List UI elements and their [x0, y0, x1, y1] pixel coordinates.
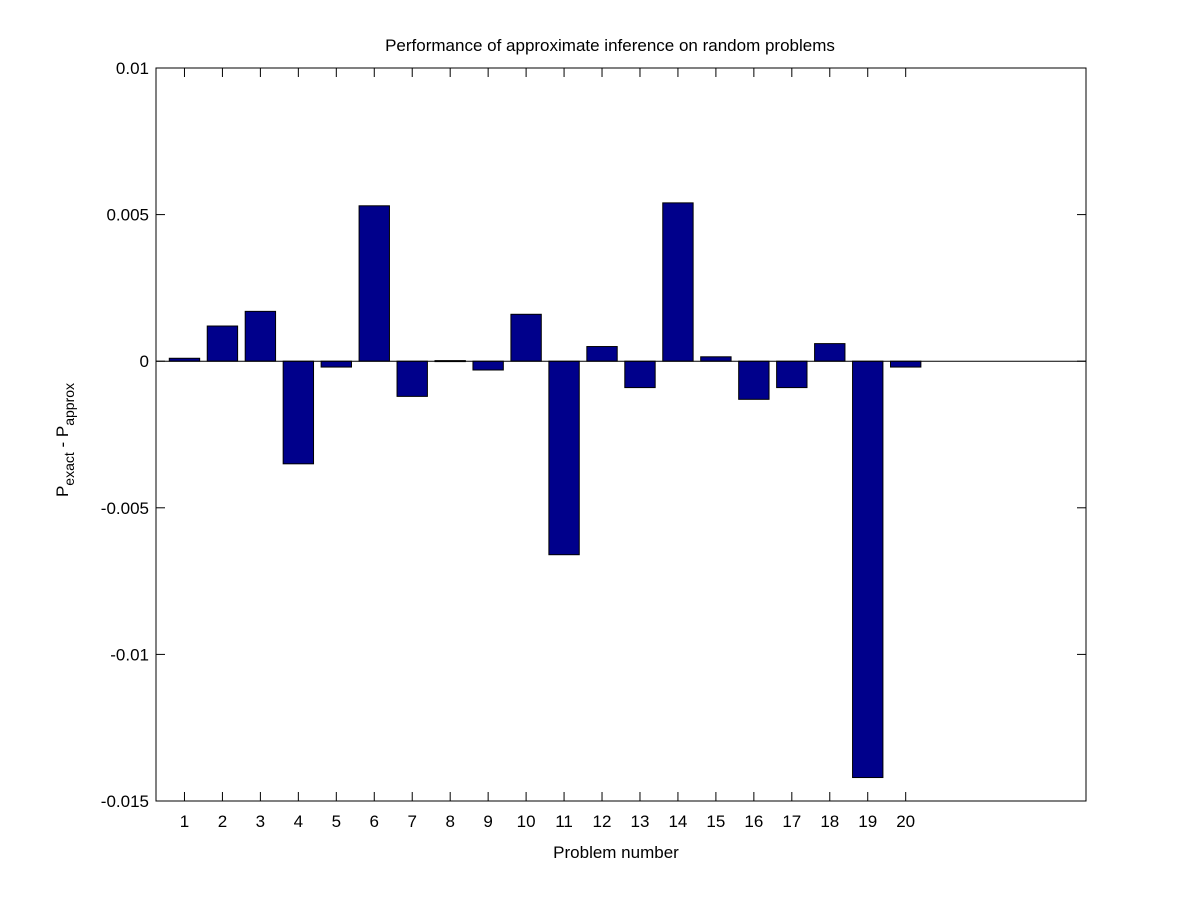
x-tick-label-2: 2: [218, 812, 227, 831]
plot-frame: [155, 67, 1087, 802]
axis-ticks: [156, 67, 1086, 802]
x-axis-label: Problem number: [553, 843, 679, 862]
bar-problem-9: [472, 360, 504, 371]
y-tick-labels: -0.015 -0.01 -0.005 0 0.005 0.01: [101, 59, 149, 811]
x-tick-label-14: 14: [668, 812, 687, 831]
x-tick-label-16: 16: [744, 812, 763, 831]
bar-problem-4: [282, 360, 315, 465]
x-tick-label-7: 7: [407, 812, 416, 831]
bar-problem-20: [890, 360, 922, 368]
y-label-sub-exact: exact: [61, 452, 77, 486]
bar-problem-11: [548, 360, 580, 556]
bar-problem-19: [852, 360, 884, 779]
x-tick-labels: 1 2 3 4 5 6 7 8 9 10 11 12 13 14 15 16 17 18 19 20: [180, 812, 915, 831]
bar-problem-12: [586, 346, 618, 362]
y-tick-label: -0.01: [110, 645, 149, 664]
x-tick-label-19: 19: [858, 812, 877, 831]
x-tick-label-10: 10: [517, 812, 536, 831]
bar-problem-5: [320, 360, 352, 368]
y-tick-label: 0: [140, 352, 149, 371]
y-tick-label: 0.01: [116, 59, 149, 78]
y-tick-label: -0.005: [101, 499, 149, 518]
y-tick-label: -0.015: [101, 792, 149, 811]
x-tick-label-8: 8: [445, 812, 454, 831]
x-tick-label-13: 13: [631, 812, 650, 831]
bar-problem-2: [206, 325, 239, 362]
x-tick-label-3: 3: [256, 812, 265, 831]
x-tick-label-4: 4: [294, 812, 303, 831]
x-tick-label-5: 5: [332, 812, 341, 831]
x-tick-label-6: 6: [370, 812, 379, 831]
chart-title: Performance of approximate inference on …: [385, 36, 835, 55]
y-label-p1: P: [53, 486, 72, 497]
bar-problem-14: [662, 202, 694, 362]
y-axis-label: Pexact - Papprox: [53, 383, 77, 497]
bar-problem-17: [776, 360, 808, 389]
y-label-sub-approx: approx: [61, 383, 77, 426]
x-tick-label-9: 9: [483, 812, 492, 831]
x-tick-label-1: 1: [180, 812, 189, 831]
x-tick-label-18: 18: [820, 812, 839, 831]
bars: [168, 202, 922, 779]
y-tick-label: 0.005: [106, 206, 149, 225]
bar-problem-16: [738, 360, 770, 400]
bar-problem-7: [396, 360, 428, 397]
x-tick-label-20: 20: [896, 812, 915, 831]
bar-problem-13: [624, 360, 656, 389]
bar-problem-15: [700, 356, 732, 362]
x-tick-label-15: 15: [706, 812, 725, 831]
bar-problem-6: [358, 205, 390, 362]
bar-problem-3: [244, 310, 277, 362]
x-tick-label-12: 12: [593, 812, 612, 831]
x-tick-label-17: 17: [782, 812, 801, 831]
bar-problem-18: [814, 343, 846, 362]
y-label-middle: - P: [53, 426, 72, 452]
bar-problem-10: [510, 313, 542, 362]
x-tick-label-11: 11: [555, 812, 573, 831]
